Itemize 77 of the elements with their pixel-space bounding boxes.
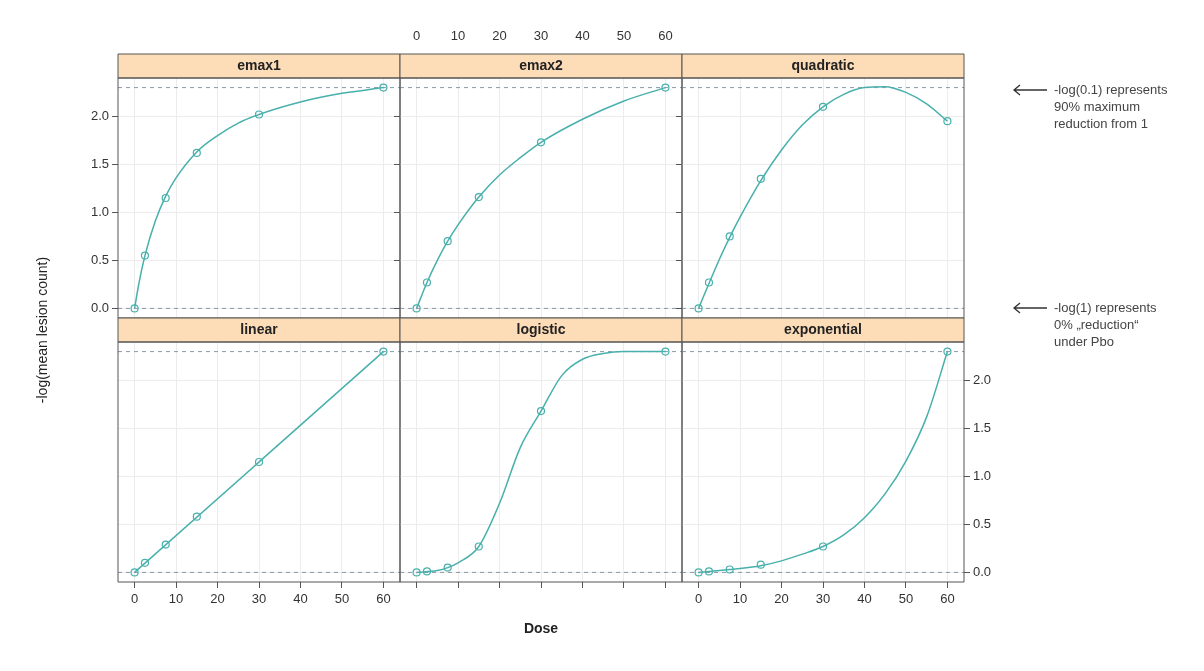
point bbox=[379, 347, 388, 356]
point bbox=[412, 304, 421, 313]
y-tick-label: 1.0 bbox=[90, 203, 109, 219]
x-tick-label: 30 bbox=[251, 591, 267, 607]
point bbox=[661, 347, 670, 356]
x-tick-label: 50 bbox=[334, 591, 350, 607]
point bbox=[704, 567, 714, 576]
point bbox=[943, 347, 952, 356]
chart-title: linear bbox=[240, 320, 279, 337]
point bbox=[725, 232, 734, 241]
chart-title: emax2 bbox=[519, 56, 564, 73]
x-tick-label: 60 bbox=[940, 591, 955, 607]
y-tick-label: 1.5 bbox=[90, 155, 109, 171]
x-tick-label: 0 bbox=[412, 27, 421, 43]
point bbox=[756, 174, 765, 183]
x-tick-label: 0 bbox=[694, 591, 703, 607]
point bbox=[140, 251, 150, 260]
x-tick-label: 40 bbox=[857, 591, 872, 607]
point bbox=[192, 148, 201, 157]
y-tick-label: 1.0 bbox=[973, 467, 992, 483]
point bbox=[422, 278, 432, 287]
text: -log(0.1) represents 90% maximum reduction from 1 bbox=[1054, 81, 1168, 132]
x-tick-label: 30 bbox=[815, 591, 831, 607]
point bbox=[661, 83, 670, 92]
x-tick-label: 40 bbox=[575, 27, 590, 43]
x-tick-label: 60 bbox=[658, 27, 673, 43]
point bbox=[412, 568, 421, 577]
point bbox=[756, 560, 765, 569]
point bbox=[474, 192, 483, 202]
point bbox=[443, 563, 452, 572]
chart-title: quadratic bbox=[791, 56, 855, 73]
x-tick-label: 40 bbox=[293, 591, 308, 607]
y-tick-label: 0.0 bbox=[90, 299, 109, 315]
x-tick-label: 50 bbox=[616, 27, 632, 43]
point bbox=[536, 407, 546, 416]
point bbox=[192, 512, 201, 521]
point bbox=[130, 304, 139, 313]
point bbox=[379, 83, 388, 92]
y-tick-label: 2.0 bbox=[90, 107, 109, 123]
x-tick-label: 20 bbox=[774, 591, 789, 607]
y-tick-label: 1.5 bbox=[973, 419, 992, 435]
x-tick-label: 10 bbox=[168, 591, 184, 607]
point bbox=[725, 565, 734, 574]
x-axis-title: Dose bbox=[523, 620, 559, 636]
x-tick-label: 50 bbox=[898, 591, 914, 607]
text: -log(1) represents 0% „reduction“ under Pbo bbox=[1054, 299, 1157, 350]
y-tick-label: 2.0 bbox=[973, 371, 992, 387]
x-tick-label: 20 bbox=[492, 27, 507, 43]
point bbox=[818, 542, 828, 551]
y-tick-label: 0.0 bbox=[973, 563, 992, 579]
point bbox=[704, 278, 714, 287]
point bbox=[161, 540, 170, 549]
point bbox=[130, 568, 139, 577]
point bbox=[254, 110, 264, 119]
point bbox=[818, 102, 828, 111]
point bbox=[474, 542, 483, 551]
point bbox=[140, 558, 150, 567]
point bbox=[422, 567, 432, 576]
x-tick-label: 10 bbox=[450, 27, 466, 43]
chart-title: emax1 bbox=[237, 56, 282, 73]
x-tick-label: 10 bbox=[732, 591, 748, 607]
point bbox=[254, 457, 264, 467]
y-tick-label: 0.5 bbox=[973, 515, 992, 531]
x-tick-label: 0 bbox=[130, 591, 139, 607]
x-tick-label: 30 bbox=[533, 27, 549, 43]
x-tick-label: 20 bbox=[210, 591, 225, 607]
point bbox=[694, 304, 703, 313]
chart-title: logistic bbox=[516, 320, 566, 337]
point bbox=[943, 117, 952, 126]
point bbox=[161, 193, 170, 203]
y-axis-title: -log(mean lesion count) bbox=[34, 256, 50, 404]
point bbox=[694, 568, 703, 577]
y-tick-label: 0.5 bbox=[90, 251, 109, 267]
chart-title: exponential bbox=[784, 320, 862, 337]
point bbox=[443, 237, 452, 246]
x-tick-label: 60 bbox=[376, 591, 391, 607]
point bbox=[536, 138, 546, 147]
